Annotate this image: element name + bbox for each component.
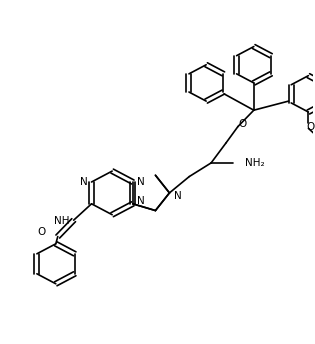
Text: N: N: [137, 177, 145, 187]
Text: NH₂: NH₂: [245, 158, 265, 168]
Text: O: O: [306, 121, 314, 131]
Text: NH: NH: [54, 216, 70, 226]
Text: N: N: [137, 196, 145, 206]
Text: O: O: [38, 227, 46, 237]
Text: N: N: [174, 191, 181, 201]
Text: O: O: [239, 119, 247, 129]
Text: N: N: [80, 177, 88, 187]
